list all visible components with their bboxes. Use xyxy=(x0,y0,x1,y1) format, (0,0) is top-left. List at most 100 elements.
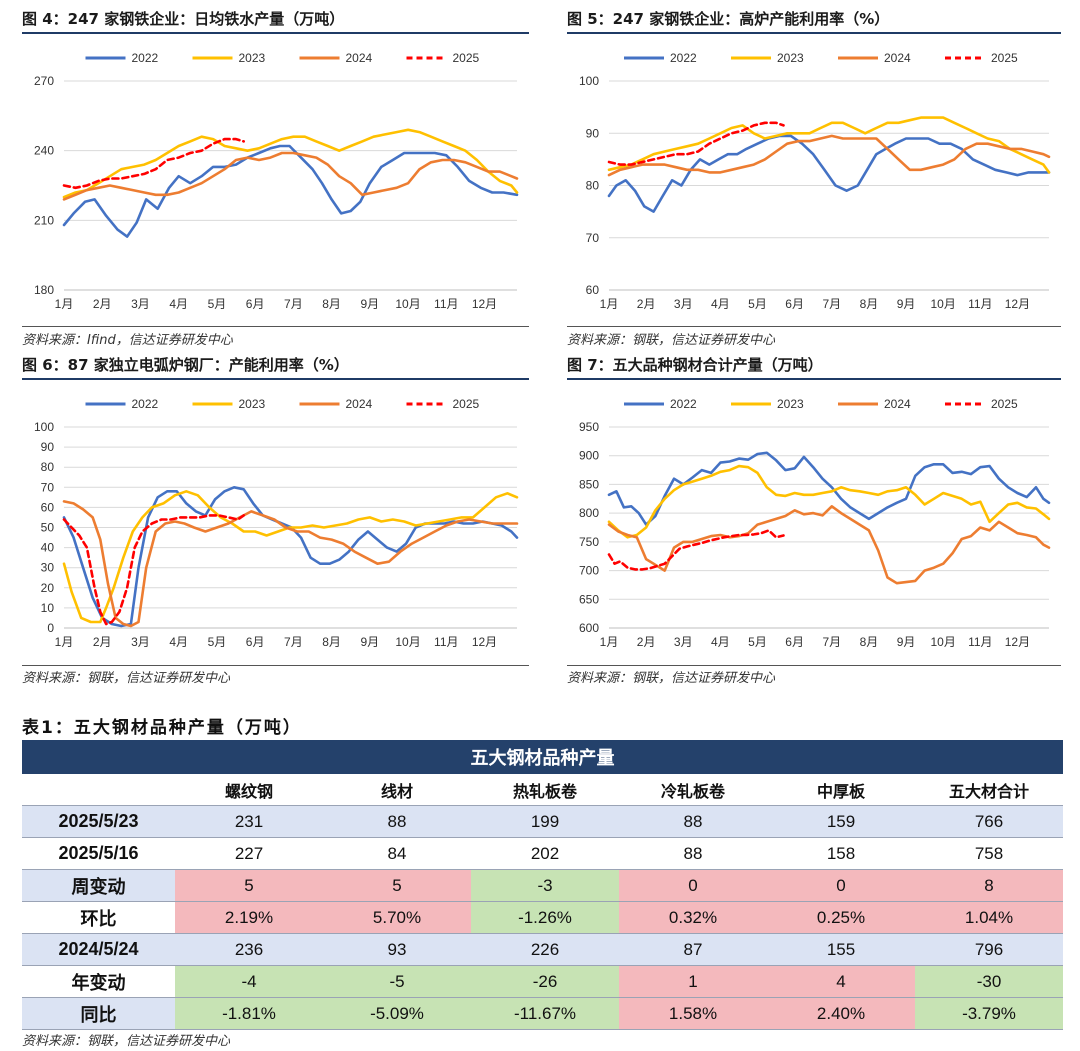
series-line-2022 xyxy=(607,451,1051,526)
y-tick-label: 800 xyxy=(579,506,599,520)
y-tick-label: 950 xyxy=(579,420,599,434)
y-tick-label: 30 xyxy=(41,561,55,575)
series-line-2024 xyxy=(607,134,1051,177)
row-label: 2025/5/23 xyxy=(22,805,175,838)
y-tick-label: 10 xyxy=(41,601,55,615)
table-cell: 88 xyxy=(323,805,471,838)
table-cell: 88 xyxy=(619,805,767,838)
column-header: 热轧板卷 xyxy=(471,774,619,806)
column-header: 冷轧板卷 xyxy=(619,774,767,806)
table-cell: -1.81% xyxy=(175,997,323,1030)
series-line-2025 xyxy=(607,529,785,571)
series-line-2025 xyxy=(62,137,245,190)
chart-source: 资料来源：钢联，信达证券研发中心 xyxy=(22,671,231,686)
y-tick-label: 90 xyxy=(41,440,55,454)
row-label: 同比 xyxy=(22,997,175,1030)
table-row: 2025/5/23 231 88 199 88 159 766 xyxy=(22,805,1063,838)
table-cell: 0 xyxy=(767,869,915,902)
chart-title: 图 7：五大品种钢材合计产量（万吨） xyxy=(567,356,823,374)
series-line-2025 xyxy=(607,121,785,166)
x-tick-label: 1月 xyxy=(55,635,74,649)
x-tick-label: 6月 xyxy=(785,297,804,311)
x-tick-label: 4月 xyxy=(169,297,188,311)
table-cell: 227 xyxy=(175,837,323,870)
table-cell: 0 xyxy=(619,869,767,902)
table-cell: 226 xyxy=(471,933,619,966)
row-label: 2025/5/16 xyxy=(22,837,175,870)
x-tick-label: 11月 xyxy=(968,635,992,649)
chart-source: 资料来源：钢联，信达证券研发中心 xyxy=(567,671,776,686)
x-tick-label: 9月 xyxy=(360,635,379,649)
x-tick-label: 2月 xyxy=(93,635,112,649)
legend-label: 2024 xyxy=(346,51,373,65)
table-cell: 2.40% xyxy=(767,997,915,1030)
y-tick-label: 240 xyxy=(34,144,54,158)
x-tick-label: 1月 xyxy=(55,297,74,311)
x-tick-label: 3月 xyxy=(674,297,693,311)
production-table: 五大钢材品种产量 螺纹钢 线材 热轧板卷 冷轧板卷 中厚板 五大材合计 2025… xyxy=(22,740,1063,1030)
x-tick-label: 4月 xyxy=(711,635,730,649)
table-cell: 5 xyxy=(175,869,323,902)
x-tick-label: 12月 xyxy=(1005,297,1030,311)
x-tick-label: 5月 xyxy=(208,635,227,649)
series-line-2023 xyxy=(607,116,1051,174)
x-tick-label: 9月 xyxy=(897,635,916,649)
x-tick-label: 12月 xyxy=(472,297,497,311)
title-divider xyxy=(567,32,1061,34)
x-tick-label: 2月 xyxy=(637,635,656,649)
table-cell: 0.32% xyxy=(619,901,767,934)
x-tick-label: 11月 xyxy=(434,297,458,311)
table-row: 2025/5/16 227 84 202 88 158 758 xyxy=(22,837,1063,870)
table-cell: -5 xyxy=(323,965,471,998)
x-tick-label: 11月 xyxy=(968,297,992,311)
table-cell: 231 xyxy=(175,805,323,838)
y-tick-label: 90 xyxy=(586,126,600,140)
x-tick-label: 2月 xyxy=(637,297,656,311)
table-cell: 158 xyxy=(767,837,915,870)
legend-label: 2023 xyxy=(777,51,804,65)
legend-label: 2023 xyxy=(777,397,804,411)
chart-title: 图 5：247 家钢铁企业：高炉产能利用率（%） xyxy=(567,10,890,28)
x-tick-label: 7月 xyxy=(284,297,303,311)
x-tick-label: 5月 xyxy=(748,297,767,311)
x-tick-label: 3月 xyxy=(674,635,693,649)
table-cell: 1 xyxy=(619,965,767,998)
table-cell: 8 xyxy=(915,869,1063,902)
table-cell: 155 xyxy=(767,933,915,966)
table-cell: -30 xyxy=(915,965,1063,998)
table-cell: 796 xyxy=(915,933,1063,966)
table-row: 年变动 -4 -5 -26 1 4 -30 xyxy=(22,965,1063,998)
table-row: 周变动 5 5 -3 0 0 8 xyxy=(22,869,1063,902)
legend-label: 2025 xyxy=(453,397,480,411)
y-tick-label: 600 xyxy=(579,621,599,635)
x-tick-label: 12月 xyxy=(1005,635,1030,649)
line-chart: 600 650 700 750 800 850 900 950 1月 2月 3月 4月 5月 6月 7月 8月… xyxy=(579,397,1051,649)
x-tick-label: 9月 xyxy=(360,297,379,311)
series-line-2025 xyxy=(62,514,245,626)
x-tick-label: 10月 xyxy=(930,635,955,649)
y-tick-label: 20 xyxy=(41,581,55,595)
x-tick-label: 3月 xyxy=(131,297,150,311)
x-tick-label: 12月 xyxy=(472,635,497,649)
x-tick-label: 5月 xyxy=(748,635,767,649)
table-cell: 5.70% xyxy=(323,901,471,934)
table-cell: 236 xyxy=(175,933,323,966)
legend-label: 2022 xyxy=(132,51,159,65)
series-line-2022 xyxy=(607,134,1051,213)
table-cell: 2.19% xyxy=(175,901,323,934)
table-cell: -5.09% xyxy=(323,997,471,1030)
y-tick-label: 650 xyxy=(579,592,599,606)
table-row: 2024/5/24 236 93 226 87 155 796 xyxy=(22,933,1063,966)
y-tick-label: 750 xyxy=(579,535,599,549)
table-cell: -3.79% xyxy=(915,997,1063,1030)
chart-panel-fig5: 图 5：247 家钢铁企业：高炉产能利用率（%） 60 70 80 90 100 1月 2月… xyxy=(567,8,1061,348)
table-source: 资料来源：钢联，信达证券研发中心 xyxy=(22,1034,231,1049)
y-tick-label: 270 xyxy=(34,74,54,88)
table-cell: 87 xyxy=(619,933,767,966)
x-tick-label: 4月 xyxy=(169,635,188,649)
y-tick-label: 80 xyxy=(586,179,600,193)
x-tick-label: 5月 xyxy=(208,297,227,311)
y-tick-label: 50 xyxy=(41,521,55,535)
legend-label: 2025 xyxy=(991,397,1018,411)
x-tick-label: 8月 xyxy=(322,635,341,649)
